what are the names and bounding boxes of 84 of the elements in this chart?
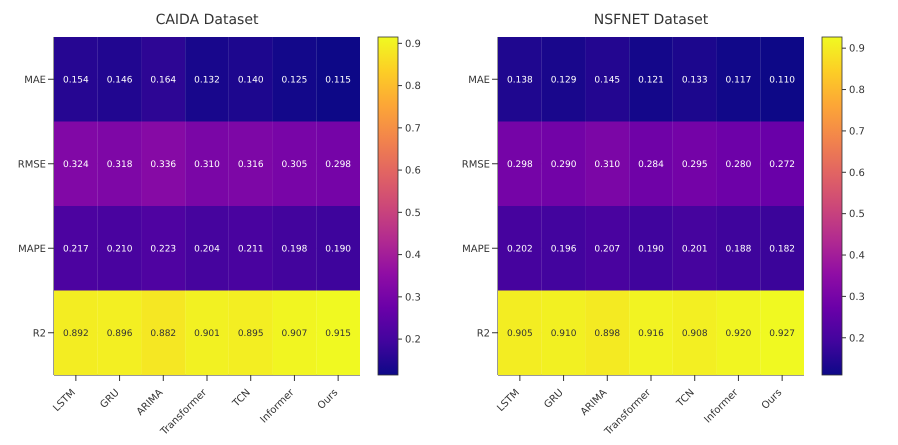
- data-label: 0.117: [726, 75, 752, 86]
- chart-title: NSFNET Dataset: [592, 11, 710, 30]
- data-label: 0.272: [769, 160, 796, 170]
- data-label: 0.901: [194, 328, 220, 339]
- color-bar-label: 0.2: [849, 333, 865, 344]
- color-bar-label: 0.9: [849, 44, 865, 55]
- data-label: 0.125: [282, 75, 308, 86]
- data-label: 0.898: [594, 328, 620, 339]
- data-label: 0.188: [726, 244, 752, 254]
- color-bar-label: 0.8: [405, 81, 421, 92]
- data-label: 0.133: [682, 75, 708, 86]
- y-tick-label: MAE: [24, 74, 46, 86]
- data-label: 0.310: [194, 160, 220, 170]
- color-bar-label: 0.6: [849, 168, 865, 179]
- color-bar-label: 0.4: [405, 250, 421, 262]
- x-tick-label: TCN: [674, 387, 697, 410]
- data-label: 0.290: [550, 160, 577, 170]
- data-label: 0.896: [106, 328, 133, 339]
- color-bar-label: 0.7: [405, 123, 421, 134]
- data-label: 0.318: [106, 160, 133, 170]
- data-label: 0.920: [726, 328, 752, 339]
- data-label: 0.204: [194, 244, 220, 254]
- data-label: 0.115: [325, 75, 352, 86]
- data-label: 0.202: [506, 244, 533, 254]
- data-label: 0.110: [769, 75, 796, 86]
- color-bar-label: 0.2: [405, 334, 421, 346]
- data-label: 0.927: [769, 328, 796, 339]
- color-bar-label: 0.8: [849, 85, 865, 96]
- data-label: 0.210: [106, 244, 133, 254]
- data-label: 0.910: [550, 328, 577, 339]
- data-label: 0.324: [62, 160, 90, 170]
- x-tick-label: TCN: [230, 387, 253, 410]
- data-label: 0.895: [238, 328, 264, 339]
- data-label: 0.892: [62, 328, 89, 339]
- data-label: 0.196: [550, 244, 577, 254]
- color-bar-label: 0.4: [849, 250, 865, 262]
- data-label: 0.138: [506, 75, 534, 86]
- y-tick-label: R2: [476, 328, 490, 340]
- y-tick-label: RMSE: [18, 159, 46, 170]
- data-label: 0.905: [506, 328, 533, 339]
- color-bar-label: 0.3: [849, 292, 865, 303]
- data-label: 0.198: [282, 244, 308, 254]
- color-bar-label: 0.9: [405, 38, 421, 50]
- data-label: 0.164: [150, 75, 176, 86]
- data-label: 0.908: [682, 328, 708, 339]
- data-label: 0.907: [282, 328, 308, 339]
- y-tick-label: R2: [32, 328, 46, 340]
- y-tick-label: RMSE: [462, 159, 490, 170]
- data-label: 0.223: [150, 244, 176, 254]
- data-label: 0.154: [62, 75, 90, 86]
- data-label: 0.298: [325, 160, 352, 170]
- data-label: 0.915: [325, 328, 352, 339]
- color-bar-label: 0.3: [405, 292, 421, 304]
- data-label: 0.201: [682, 244, 708, 254]
- data-label: 0.121: [638, 75, 664, 86]
- color-bar-label: 0.6: [405, 166, 421, 177]
- data-label: 0.305: [282, 160, 308, 170]
- data-label: 0.280: [726, 160, 752, 170]
- data-label: 0.190: [325, 244, 352, 254]
- color-bar-label: 0.5: [849, 209, 865, 220]
- data-label: 0.298: [506, 160, 534, 170]
- y-tick-label: MAE: [468, 74, 490, 86]
- data-label: 0.129: [550, 75, 577, 86]
- data-label: 0.146: [106, 75, 133, 86]
- data-label: 0.182: [769, 244, 796, 254]
- chart-title: CAIDA Dataset: [154, 11, 260, 30]
- data-label: 0.190: [638, 244, 664, 254]
- data-label: 0.310: [594, 160, 620, 170]
- data-label: 0.132: [194, 75, 220, 86]
- data-label: 0.316: [238, 160, 264, 170]
- data-label: 0.217: [62, 244, 89, 254]
- data-label: 0.284: [638, 160, 664, 170]
- data-label: 0.882: [150, 328, 176, 339]
- data-label: 0.295: [682, 160, 708, 170]
- data-label: 0.336: [150, 160, 176, 170]
- color-bar-label: 0.5: [405, 208, 421, 219]
- data-label: 0.211: [238, 244, 264, 254]
- data-label: 0.916: [638, 328, 664, 339]
- y-tick-label: MAPE: [18, 244, 46, 255]
- data-label: 0.207: [594, 244, 620, 254]
- data-label: 0.140: [238, 75, 264, 86]
- color-bar-label: 0.7: [849, 126, 865, 138]
- data-label: 0.145: [594, 75, 620, 86]
- y-tick-label: MAPE: [462, 244, 490, 255]
